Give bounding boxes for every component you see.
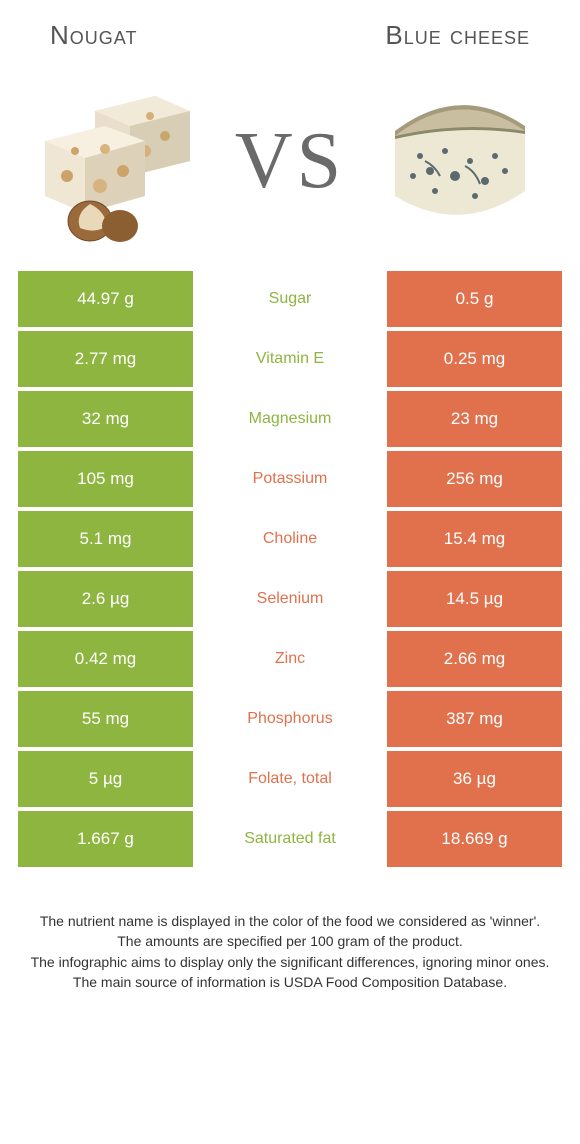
header: Nougat Blue cheese [0, 0, 580, 61]
value-right: 36 µg [387, 751, 562, 807]
value-right: 14.5 µg [387, 571, 562, 627]
nutrient-name: Choline [193, 511, 387, 567]
blue-cheese-image [375, 76, 545, 246]
value-right: 0.25 mg [387, 331, 562, 387]
nutrient-name: Selenium [193, 571, 387, 627]
footer-line: The amounts are specified per 100 gram o… [30, 931, 550, 951]
nutrient-name: Phosphorus [193, 691, 387, 747]
nutrient-name: Zinc [193, 631, 387, 687]
value-left: 44.97 g [18, 271, 193, 327]
value-right: 23 mg [387, 391, 562, 447]
table-row: 55 mgPhosphorus387 mg [18, 691, 562, 747]
footer-notes: The nutrient name is displayed in the co… [0, 871, 580, 992]
value-left: 5.1 mg [18, 511, 193, 567]
value-left: 2.77 mg [18, 331, 193, 387]
nutrient-name: Sugar [193, 271, 387, 327]
nutrient-name: Folate, total [193, 751, 387, 807]
footer-line: The main source of information is USDA F… [30, 972, 550, 992]
nutrient-name: Vitamin E [193, 331, 387, 387]
table-row: 2.6 µgSelenium14.5 µg [18, 571, 562, 627]
title-left: Nougat [50, 20, 137, 51]
nutrient-name: Potassium [193, 451, 387, 507]
value-left: 55 mg [18, 691, 193, 747]
value-left: 0.42 mg [18, 631, 193, 687]
value-right: 2.66 mg [387, 631, 562, 687]
table-row: 105 mgPotassium256 mg [18, 451, 562, 507]
table-row: 1.667 gSaturated fat18.669 g [18, 811, 562, 867]
footer-line: The nutrient name is displayed in the co… [30, 911, 550, 931]
title-right: Blue cheese [385, 20, 530, 51]
table-row: 2.77 mgVitamin E0.25 mg [18, 331, 562, 387]
value-left: 32 mg [18, 391, 193, 447]
value-left: 1.667 g [18, 811, 193, 867]
value-left: 5 µg [18, 751, 193, 807]
nutrient-name: Saturated fat [193, 811, 387, 867]
images-row: VS [0, 61, 580, 271]
comparison-table: 44.97 gSugar0.5 g2.77 mgVitamin E0.25 mg… [0, 271, 580, 867]
value-left: 105 mg [18, 451, 193, 507]
footer-line: The infographic aims to display only the… [30, 952, 550, 972]
table-row: 5 µgFolate, total36 µg [18, 751, 562, 807]
value-right: 15.4 mg [387, 511, 562, 567]
nutrient-name: Magnesium [193, 391, 387, 447]
table-row: 44.97 gSugar0.5 g [18, 271, 562, 327]
value-right: 387 mg [387, 691, 562, 747]
vs-label: VS [235, 116, 345, 207]
table-row: 32 mgMagnesium23 mg [18, 391, 562, 447]
value-right: 0.5 g [387, 271, 562, 327]
value-left: 2.6 µg [18, 571, 193, 627]
value-right: 18.669 g [387, 811, 562, 867]
table-row: 5.1 mgCholine15.4 mg [18, 511, 562, 567]
nougat-image [35, 76, 205, 246]
value-right: 256 mg [387, 451, 562, 507]
table-row: 0.42 mgZinc2.66 mg [18, 631, 562, 687]
